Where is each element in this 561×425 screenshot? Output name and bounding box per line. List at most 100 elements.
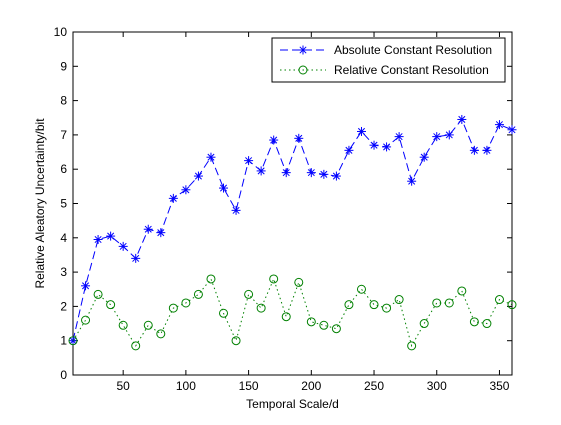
data-point (193, 289, 203, 299)
data-point (81, 315, 91, 325)
data-point (494, 120, 504, 130)
series-1 (68, 114, 517, 346)
y-tick-label: 2 (60, 299, 67, 313)
data-point (181, 185, 191, 195)
plot-area (72, 31, 513, 376)
data-point (469, 317, 479, 327)
legend-marker (298, 45, 308, 55)
y-tick-label: 8 (60, 94, 67, 108)
data-point (319, 320, 329, 330)
data-point (131, 253, 141, 263)
x-tick-label: 50 (116, 379, 130, 393)
data-point (269, 274, 279, 284)
data-point (206, 152, 216, 162)
legend-entry: Absolute Constant Resolution (280, 43, 492, 57)
y-tick-label: 0 (60, 368, 67, 382)
data-point (319, 169, 329, 179)
data-point (469, 145, 479, 155)
data-point (419, 319, 429, 329)
data-point (168, 303, 178, 313)
data-point (106, 300, 116, 310)
data-point (382, 303, 392, 313)
data-point (93, 289, 103, 299)
data-point (106, 231, 116, 241)
data-point (457, 114, 467, 124)
data-point (331, 324, 341, 334)
legend-box (271, 37, 506, 83)
data-point (507, 125, 517, 135)
data-point (432, 298, 442, 308)
data-point (294, 133, 304, 143)
data-point (168, 193, 178, 203)
data-point (131, 341, 141, 351)
data-point (244, 156, 254, 166)
data-point (407, 341, 417, 351)
data-point (143, 320, 153, 330)
data-point (494, 295, 504, 305)
x-tick-label: 350 (489, 379, 509, 393)
data-point (244, 289, 254, 299)
data-point (482, 145, 492, 155)
legend-entry: Relative Constant Resolution (280, 63, 489, 77)
data-point (269, 135, 279, 145)
data-point (444, 298, 454, 308)
data-point (206, 274, 216, 284)
data-point (369, 300, 379, 310)
data-point (419, 152, 429, 162)
data-point (231, 205, 241, 215)
data-point (306, 317, 316, 327)
y-tick-label: 3 (60, 265, 67, 279)
data-point (68, 336, 78, 346)
data-point (344, 300, 354, 310)
data-point (156, 329, 166, 339)
axes: 50 100 150 200 250 300 350 0 1 2 3 4 5 6 7 8 9 10 (54, 25, 513, 393)
y-tick-label: 5 (60, 197, 67, 211)
y-axis-label: Relative Aleatory Uncertainty/bit (33, 118, 47, 289)
data-point (356, 284, 366, 294)
series-2 (68, 274, 517, 351)
data-point (281, 312, 291, 322)
x-tick-label: 300 (427, 379, 447, 393)
data-point (181, 298, 191, 308)
data-point (432, 132, 442, 142)
legend-marker (298, 65, 308, 75)
y-tick-label: 6 (60, 162, 67, 176)
data-point (219, 308, 229, 318)
data-point (356, 126, 366, 136)
data-point (482, 319, 492, 329)
x-tick-label: 150 (239, 379, 259, 393)
data-point (457, 286, 467, 296)
data-point (281, 168, 291, 178)
data-point (382, 142, 392, 152)
y-tick-label: 7 (60, 128, 67, 142)
x-tick-label: 250 (364, 379, 384, 393)
data-point (118, 241, 128, 251)
y-tick-label: 1 (60, 334, 67, 348)
legend-label: Relative Constant Resolution (334, 63, 489, 77)
data-point (81, 281, 91, 291)
data-point (219, 183, 229, 193)
data-point (394, 132, 404, 142)
data-point (294, 277, 304, 287)
data-point (256, 303, 266, 313)
series-layer (68, 114, 517, 351)
x-tick-label: 200 (301, 379, 321, 393)
data-point (507, 300, 517, 310)
data-point (444, 130, 454, 140)
y-tick-label: 9 (60, 59, 67, 73)
data-point (344, 145, 354, 155)
data-point (193, 171, 203, 181)
data-point (143, 224, 153, 234)
data-point (394, 295, 404, 305)
legend-label: Absolute Constant Resolution (334, 43, 492, 57)
data-point (331, 171, 341, 181)
data-point (306, 168, 316, 178)
data-point (156, 228, 166, 238)
y-tick-label: 4 (60, 231, 67, 245)
legend: Absolute Constant Resolution Relative Con… (271, 37, 506, 83)
data-point (231, 336, 241, 346)
data-point (369, 140, 379, 150)
data-point (407, 176, 417, 186)
